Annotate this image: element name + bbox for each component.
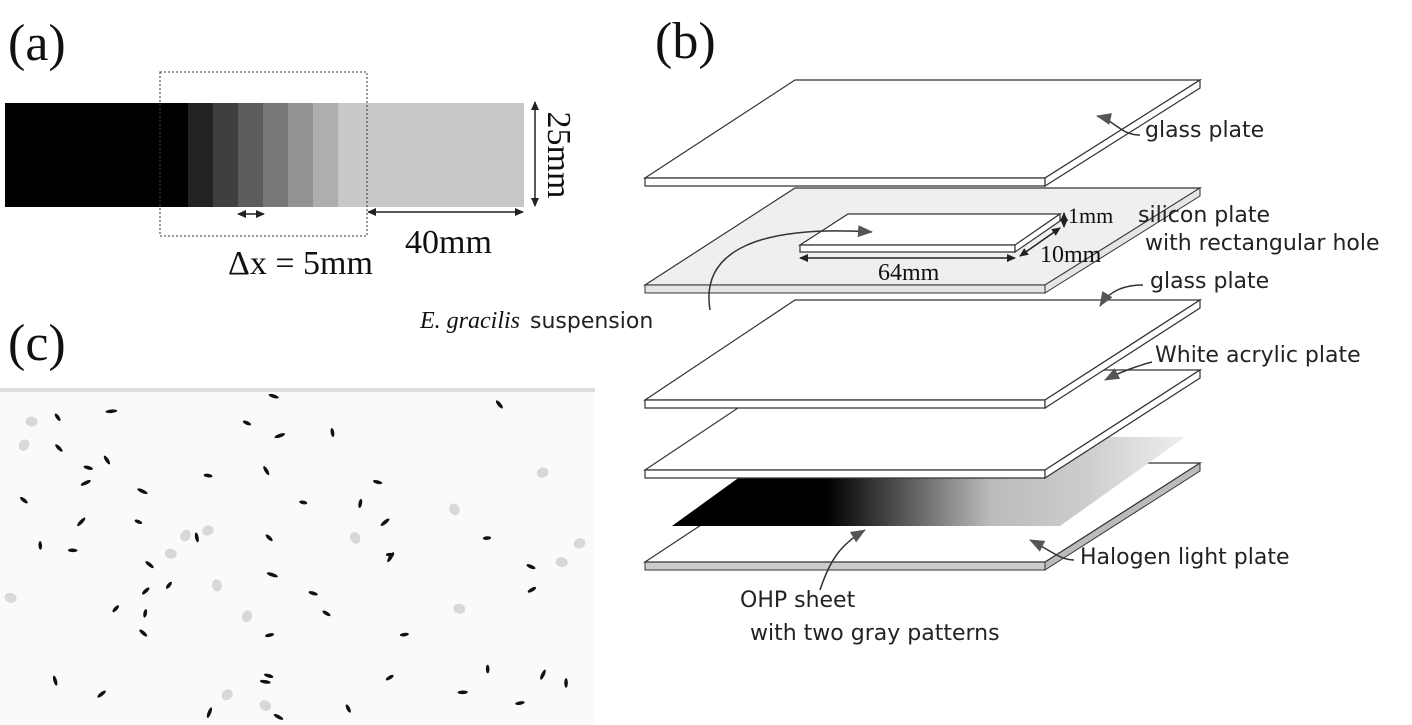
species: E. gracilis [419, 308, 520, 334]
label: Halogen light plate [1080, 545, 1290, 570]
label: E. gracilis suspension [419, 308, 653, 334]
figure: (a) 25mm 40mm Δx = 5mm (c) (b) [0, 0, 1412, 725]
dimension-label: 10mm [1040, 242, 1102, 268]
label: with two gray patterns [750, 621, 1000, 646]
cell [386, 553, 394, 557]
label: with rectangular hole [1145, 231, 1380, 256]
panel-label: (b) [655, 13, 716, 70]
gray-strip [5, 103, 524, 207]
dimension-label: 40mm [405, 224, 492, 261]
label-word: suspension [530, 309, 653, 334]
panel-label: (a) [8, 15, 66, 72]
label: glass plate [1145, 118, 1264, 143]
micrograph [0, 388, 595, 725]
dimension-label: 1mm [1068, 203, 1113, 228]
glass-plate [645, 80, 1200, 186]
label: glass plate [1150, 269, 1269, 294]
label: silicon plate [1138, 203, 1270, 228]
dimension-label: 64mm [878, 260, 940, 286]
dimension-label: 25mm [540, 112, 577, 199]
dimension-label: Δx = 5mm [228, 245, 373, 282]
label: OHP sheet [740, 588, 856, 613]
panel-label: (c) [8, 315, 66, 372]
label: White acrylic plate [1155, 343, 1361, 368]
cell [564, 678, 568, 688]
